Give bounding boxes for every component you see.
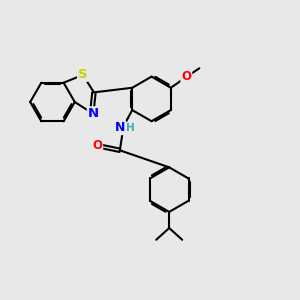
Text: O: O xyxy=(92,139,102,152)
Text: S: S xyxy=(78,68,88,81)
Text: O: O xyxy=(181,70,191,83)
Text: H: H xyxy=(126,123,135,133)
Text: N: N xyxy=(88,107,99,120)
Text: N: N xyxy=(115,121,125,134)
